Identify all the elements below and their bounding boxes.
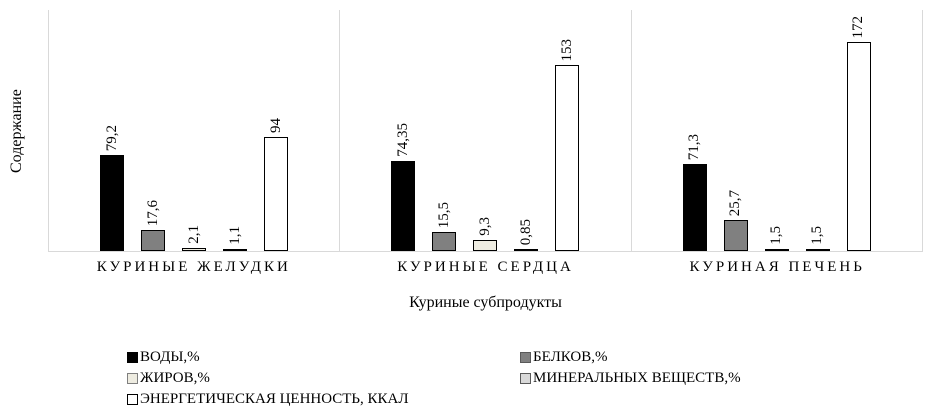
plot-area: 79,2 17,6 2,1 1,1 94 74,35 15,5 9,3 0,85 153 71,3 2… — [48, 10, 923, 252]
bar-value-label: 15,5 — [435, 201, 452, 228]
bar-cell: 2,1 — [182, 10, 207, 251]
bar — [100, 155, 125, 251]
legend-item: БЕЛКОВ,% — [520, 349, 741, 366]
category-label: КУРИНЫЕ ЖЕЛУДКИ — [96, 259, 291, 275]
bar-cell: 0,85 — [514, 10, 539, 251]
legend-item: МИНЕРАЛЬНЫХ ВЕЩЕСТВ,% — [520, 370, 741, 387]
legend-item: ВОДЫ,% — [127, 349, 520, 366]
legend-swatch-icon — [520, 373, 531, 384]
bar-value-label: 1,1 — [226, 226, 243, 245]
bar — [682, 164, 707, 251]
bar — [141, 230, 166, 251]
legend-label: ВОДЫ,% — [140, 349, 200, 365]
bar-value-label: 9,3 — [476, 217, 493, 236]
legend-item: ЭНЕРГЕТИЧЕСКАЯ ЦЕННОСТЬ, ККАЛ — [127, 391, 520, 408]
bar-cell: 1,5 — [764, 10, 789, 251]
bar-value-label: 1,5 — [768, 226, 785, 245]
legend-label: МИНЕРАЛЬНЫХ ВЕЩЕСТВ,% — [533, 370, 741, 386]
category-group-1: 79,2 17,6 2,1 1,1 94 — [49, 10, 341, 251]
y-axis-title: Содержание — [8, 89, 25, 173]
legend-label: БЕЛКОВ,% — [533, 349, 608, 365]
bar-value-label: 153 — [558, 38, 575, 62]
bar — [514, 249, 539, 251]
bar-value-label: 25,7 — [727, 189, 744, 216]
bar-cell: 15,5 — [432, 10, 457, 251]
legend-swatch-icon — [127, 373, 138, 384]
bar — [432, 232, 457, 251]
bar — [264, 137, 289, 251]
bar-value-label: 172 — [850, 15, 867, 39]
bar-cell: 17,6 — [141, 10, 166, 251]
bar — [764, 249, 789, 251]
bar-cell: 172 — [846, 10, 871, 251]
bar-cell: 1,1 — [223, 10, 248, 251]
bar-cell: 1,5 — [805, 10, 830, 251]
bar-cell: 79,2 — [100, 10, 125, 251]
category-group-3: 71,3 25,7 1,5 1,5 172 — [632, 10, 923, 251]
bar — [473, 240, 498, 251]
bar — [555, 65, 580, 251]
legend-swatch-icon — [127, 352, 138, 363]
bar-cell: 74,35 — [391, 10, 416, 251]
category-label: КУРИНЫЕ СЕРДЦА — [397, 259, 574, 275]
bar-value-label: 71,3 — [686, 133, 703, 160]
bar-cell: 71,3 — [682, 10, 707, 251]
bar — [182, 248, 207, 251]
bar-value-label: 74,35 — [394, 123, 411, 157]
bar — [805, 249, 830, 251]
bar-value-label: 79,2 — [103, 124, 120, 151]
bar-value-label: 94 — [267, 118, 284, 133]
legend: ВОДЫ,% БЕЛКОВ,% ЖИРОВ,% МИНЕРАЛЬНЫХ ВЕЩЕСТВ… — [127, 349, 741, 408]
legend-item: ЖИРОВ,% — [127, 370, 520, 387]
bar — [723, 220, 748, 251]
bar-cell: 153 — [555, 10, 580, 251]
bar — [391, 161, 416, 251]
legend-label: ЭНЕРГЕТИЧЕСКАЯ ЦЕННОСТЬ, ККАЛ — [140, 391, 409, 407]
bar-cell: 94 — [264, 10, 289, 251]
bar — [846, 42, 871, 251]
category-axis-labels: КУРИНЫЕ ЖЕЛУДКИ КУРИНЫЕ СЕРДЦА КУРИНАЯ ПЕЧ… — [48, 259, 923, 276]
bar-value-label: 1,5 — [809, 226, 826, 245]
legend-swatch-icon — [127, 394, 138, 405]
bar-cell: 25,7 — [723, 10, 748, 251]
bar-value-label: 2,1 — [185, 225, 202, 244]
bar-value-label: 17,6 — [144, 199, 161, 226]
category-group-2: 74,35 15,5 9,3 0,85 153 — [340, 10, 632, 251]
x-axis-title: Куриные субпродукты — [409, 294, 562, 311]
bar-cell: 9,3 — [473, 10, 498, 251]
legend-label: ЖИРОВ,% — [140, 370, 210, 386]
bar — [223, 249, 248, 251]
legend-swatch-icon — [520, 352, 531, 363]
bar-value-label: 0,85 — [517, 218, 534, 245]
category-label: КУРИНАЯ ПЕЧЕНЬ — [689, 259, 865, 275]
